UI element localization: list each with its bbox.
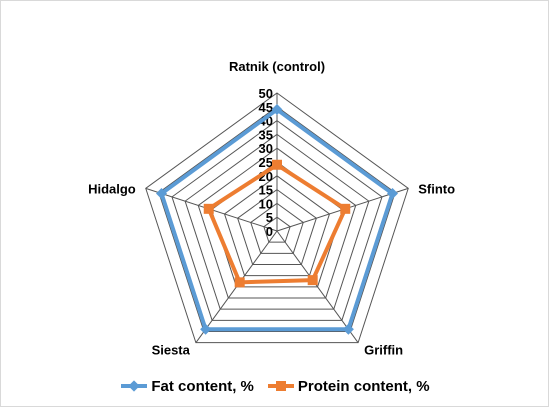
tick-label: 30 [259,141,273,156]
grid-ring [237,188,317,265]
grid-ring [250,202,304,254]
tick-label: 35 [259,127,273,142]
tick-label: 25 [259,155,273,170]
tick-label: 5 [266,210,273,225]
legend-item-protein: Protein content, % [267,377,430,395]
data-point [342,323,354,335]
grid-ring [184,133,370,310]
category-label: Sfinto [418,181,455,196]
series-line [159,107,395,332]
data-point [156,187,168,199]
tick-label: 0 [266,224,273,239]
legend: Fat content, % Protein content, % [1,371,549,401]
grid-ring [223,175,331,277]
data-point [386,187,398,199]
grid-ring [197,147,357,299]
data-point [271,104,283,116]
category-label: Siesta [152,343,191,358]
tick-label: 45 [259,100,273,115]
data-point [234,277,245,288]
legend-symbol-fat [121,379,148,393]
tick-label: 50 [259,86,273,101]
tick-label: 15 [259,183,273,198]
grid-ring [171,119,383,321]
grid-ring [145,92,409,344]
data-point [200,323,212,335]
grid-ring [263,216,291,243]
legend-item-fat: Fat content, % [121,378,254,395]
legend-symbol-protein [267,379,294,393]
grid-spoke [276,230,359,343]
category-label: Griffin [364,343,403,358]
data-point [340,203,351,214]
data-point [272,159,282,170]
data-point [203,203,214,214]
data-point [307,275,318,286]
series-line [206,162,348,285]
legend-label-protein: Protein content, % [297,377,430,395]
legend-label-fat: Fat content, % [151,377,254,395]
category-label: Ratnik (control) [229,59,325,74]
grid-ring [158,106,396,332]
category-label: Hidalgo [88,181,136,196]
tick-label: 10 [259,196,273,211]
